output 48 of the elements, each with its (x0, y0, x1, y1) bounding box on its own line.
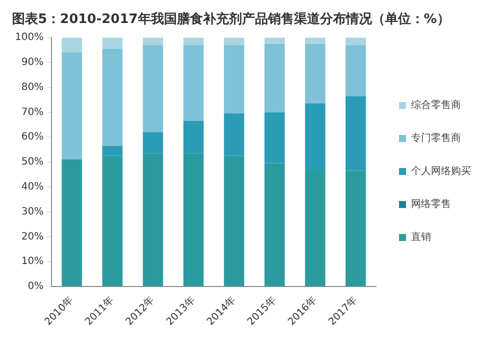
bar (305, 104, 326, 170)
bar (102, 48, 123, 146)
bar (142, 45, 164, 132)
y-tick-label: 70% (21, 106, 44, 118)
bar (346, 170, 366, 286)
y-tick-label: 30% (21, 206, 44, 218)
bar (305, 38, 326, 44)
bar (264, 38, 285, 44)
bar (264, 112, 285, 164)
bar (62, 52, 82, 160)
legend-label: 综合零售商 (411, 99, 461, 112)
chart-title: 图表5：2010-2017年我国膳食补充剂产品销售渠道分布情况（单位：%） (12, 11, 450, 28)
bar (264, 44, 285, 112)
y-tick-label: 100% (14, 32, 44, 44)
bar (224, 45, 244, 114)
y-tick-label: 40% (21, 182, 44, 193)
bar (224, 38, 244, 46)
legend-label: 专门零售商 (411, 132, 461, 144)
bar (346, 96, 366, 171)
legend-label: 直销 (411, 231, 431, 244)
bar (102, 156, 123, 286)
bar (183, 45, 204, 121)
bar (62, 160, 82, 286)
legend-label: 网络零售 (411, 198, 451, 210)
bar (183, 38, 204, 46)
bar (102, 146, 123, 156)
bar (224, 156, 244, 286)
bar (346, 38, 366, 46)
y-tick-label: 0% (28, 281, 44, 292)
y-tick-label: 60% (21, 132, 44, 143)
bar (305, 44, 326, 104)
bar (62, 38, 82, 53)
bar (142, 153, 164, 286)
bar (305, 169, 326, 286)
y-tick-label: 90% (21, 57, 44, 68)
y-tick-label: 80% (21, 82, 44, 93)
y-tick-label: 50% (21, 156, 44, 168)
bar (183, 120, 204, 154)
y-tick-label: 20% (21, 231, 44, 242)
bar (264, 163, 285, 286)
bar (183, 153, 204, 286)
bar (142, 38, 164, 46)
legend-label: 个人网络购买 (411, 165, 471, 178)
bar (102, 38, 123, 49)
y-tick-label: 10% (21, 256, 44, 268)
bar (224, 114, 244, 156)
bar (142, 132, 164, 154)
bar (346, 45, 366, 96)
